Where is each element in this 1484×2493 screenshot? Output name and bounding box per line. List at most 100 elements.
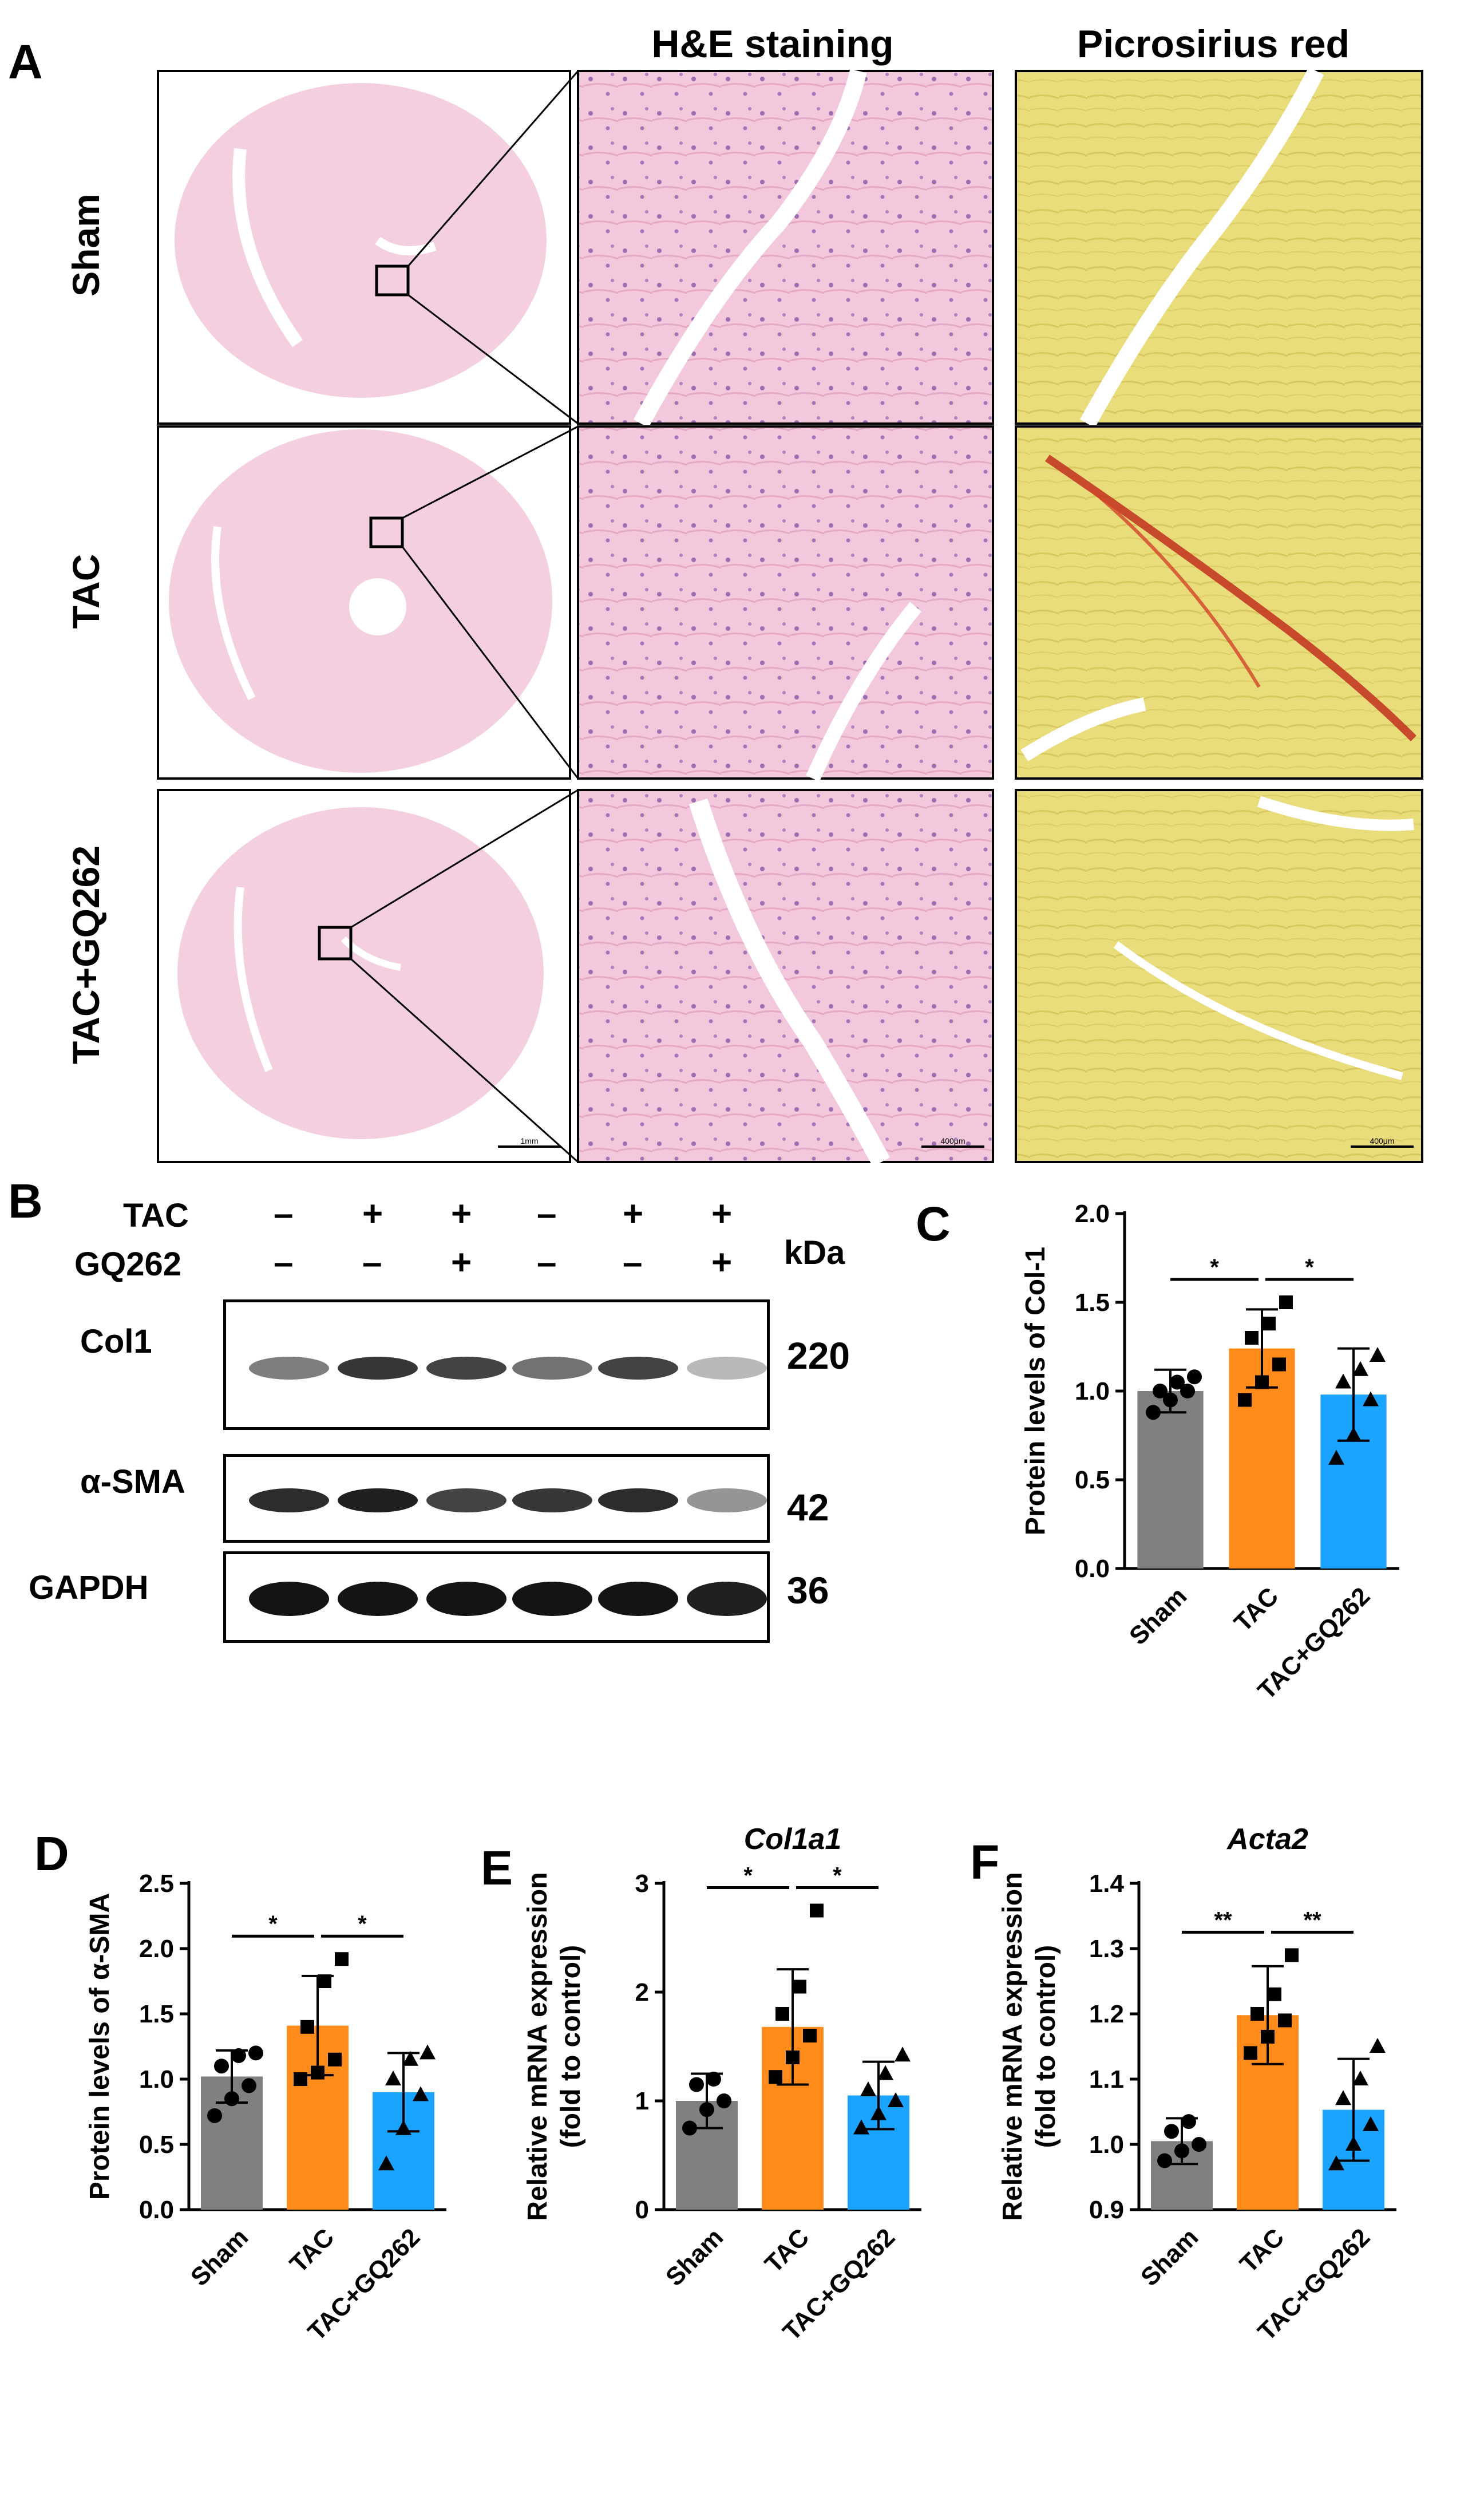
- y-tick-label: 2.0: [139, 1935, 174, 1963]
- data-point: [395, 2120, 411, 2135]
- data-point: [1352, 1361, 1368, 1376]
- y-tick-label: 1.0: [1089, 2131, 1124, 2159]
- data-point: [1192, 2137, 1206, 2152]
- blot-band: [687, 1357, 767, 1380]
- data-point: [1346, 1427, 1362, 1442]
- blot-band: [598, 1582, 678, 1616]
- chart-title: Acta2: [1226, 1823, 1308, 1856]
- y-axis-label: Relative mRNA expression: [998, 1872, 1028, 2221]
- significance-label: *: [358, 1911, 367, 1937]
- data-point: [1279, 1295, 1293, 1309]
- data-point: [1268, 1987, 1281, 2001]
- data-point: [1285, 1948, 1299, 1962]
- y-tick-label: 2.0: [1075, 1200, 1110, 1228]
- blot-band: [512, 1488, 592, 1512]
- he-zoom-tac-gq262: [577, 789, 994, 1163]
- psr-tac-gq262: [1015, 789, 1423, 1163]
- data-point: [689, 2077, 704, 2092]
- data-point: [1187, 1369, 1202, 1385]
- y-tick-label: 1.2: [1089, 2000, 1124, 2028]
- blot-label-gapdh: GAPDH: [29, 1569, 149, 1606]
- blot-band: [512, 1582, 592, 1616]
- scalebar-psr: 400μm: [1351, 1136, 1414, 1148]
- blot-label-asma: α-SMA: [80, 1463, 185, 1500]
- data-point: [1335, 1373, 1351, 1389]
- treatment-sign: –: [537, 1194, 557, 1234]
- y-axis-label: Protein levels of Col-1: [1020, 1247, 1051, 1535]
- panel-label-f: F: [970, 1835, 1000, 1889]
- data-point: [214, 2059, 229, 2074]
- data-point: [318, 1974, 331, 1988]
- data-point: [1370, 2038, 1386, 2053]
- data-point: [870, 2105, 887, 2120]
- scalebar-overview: 1mm: [498, 1136, 561, 1148]
- data-point: [413, 2086, 429, 2101]
- data-point: [1363, 1391, 1379, 1406]
- blot-band: [249, 1582, 329, 1616]
- data-point: [1244, 2046, 1257, 2060]
- blot-band: [426, 1582, 506, 1616]
- column-header-psr: Picrosirius red: [1077, 22, 1350, 66]
- data-point: [231, 2048, 246, 2063]
- blot-band: [249, 1357, 329, 1380]
- data-point: [1278, 2013, 1292, 2028]
- y-tick-label: 2.5: [139, 1870, 174, 1898]
- blot-band: [512, 1357, 592, 1380]
- data-point: [1261, 2029, 1275, 2044]
- x-tick-label: TAC: [1229, 1582, 1284, 1637]
- y-tick-label: 1.4: [1089, 1870, 1125, 1898]
- x-tick-label: Sham: [1124, 1582, 1192, 1650]
- heart-section-sham: [175, 83, 547, 398]
- significance-label: *: [1305, 1255, 1314, 1280]
- y-tick-label: 0.9: [1089, 2196, 1124, 2224]
- data-point: [682, 2120, 697, 2136]
- data-point: [769, 2070, 782, 2084]
- significance-label: *: [743, 1863, 753, 1888]
- data-point: [248, 2045, 263, 2061]
- blot-band: [687, 1488, 767, 1512]
- treatment-sign: +: [623, 1194, 644, 1234]
- data-point: [378, 2155, 394, 2171]
- zoom-box-tac: [369, 516, 404, 548]
- panel-label-a: A: [8, 35, 43, 89]
- data-point: [1164, 2124, 1179, 2139]
- y-tick-label: 0.0: [139, 2196, 174, 2224]
- data-point: [207, 2108, 222, 2123]
- x-tick-label: TAC: [284, 2223, 339, 2278]
- blot-band: [249, 1488, 329, 1512]
- y-tick-label: 0.5: [1075, 1466, 1110, 1494]
- panel-label-e: E: [481, 1841, 513, 1895]
- y-tick-label: 3: [635, 1870, 649, 1898]
- significance-label: *: [833, 1863, 842, 1888]
- data-point: [1328, 2155, 1344, 2171]
- data-point: [810, 1903, 824, 1918]
- y-tick-label: 1.5: [139, 2000, 174, 2028]
- significance-label: *: [268, 1911, 278, 1937]
- zoom-box-tac-gq262: [318, 926, 353, 961]
- panel-label-b: B: [8, 1174, 43, 1228]
- data-point: [1245, 1331, 1259, 1345]
- data-point: [1328, 1449, 1344, 1465]
- zoom-box-sham: [375, 264, 410, 297]
- y-axis-label-2: (fold to control): [556, 1945, 586, 2148]
- data-point: [1157, 2153, 1172, 2168]
- data-point: [853, 2119, 869, 2135]
- panel-label-c: C: [916, 1197, 951, 1251]
- data-point: [1163, 1392, 1178, 1408]
- blot-col1: [223, 1299, 770, 1430]
- kda-col1: 220: [787, 1334, 850, 1377]
- data-point: [895, 2046, 911, 2062]
- treatment-sign: –: [623, 1243, 643, 1282]
- data-point: [1352, 2071, 1368, 2085]
- data-point: [1153, 1384, 1168, 1398]
- data-point: [877, 2065, 893, 2080]
- blot-band: [426, 1488, 506, 1512]
- data-point: [1272, 1357, 1286, 1372]
- kda-asma: 42: [787, 1486, 829, 1528]
- significance-label: **: [1214, 1907, 1232, 1933]
- data-point: [242, 2078, 256, 2093]
- x-tick-label: TAC: [1234, 2223, 1289, 2278]
- y-axis-label: Protein levels of α-SMA: [85, 1893, 115, 2200]
- blot-band: [598, 1357, 678, 1380]
